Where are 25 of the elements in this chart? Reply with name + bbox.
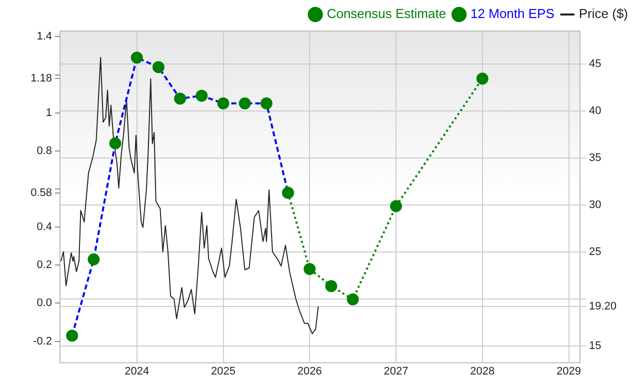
y-tick-label: 1.4 (36, 30, 52, 43)
y2-tick-label: 40 (589, 104, 602, 117)
y-tick-label: 1 (46, 106, 52, 119)
y2-tick-label: 15 (589, 340, 602, 352)
legend-label: Price ($) (578, 6, 628, 22)
x-tick-label: 2026 (297, 365, 322, 378)
x-tick-label: 2029 (556, 365, 582, 378)
y2-tick-label: 25 (589, 246, 602, 258)
y-tick-label: -0.2 (33, 335, 52, 348)
x-tick-label: 2024 (124, 365, 150, 378)
y-tick-label: 0.0 (36, 297, 52, 310)
y-tick-label: 0.8 (36, 144, 52, 157)
y-tick-label: 1.18 (30, 72, 52, 85)
y-tick-label: 0.58 (30, 186, 52, 199)
x-tick-label: 2028 (470, 365, 495, 378)
y2-tick-label: 30 (589, 198, 602, 211)
y-tick-label: 0.4 (36, 221, 52, 234)
x-tick-label: 2027 (384, 365, 408, 378)
y2-tick-label: 35 (589, 152, 602, 164)
y-tick-label: 0.2 (36, 259, 52, 272)
y2-tick-label: 19.20 (589, 300, 617, 312)
legend-label: 12 Month EPS (470, 6, 555, 22)
y2-tick-label: 45 (589, 58, 602, 70)
x-tick-label: 2025 (211, 365, 236, 378)
legend-label: Consensus Estimate (326, 6, 446, 22)
